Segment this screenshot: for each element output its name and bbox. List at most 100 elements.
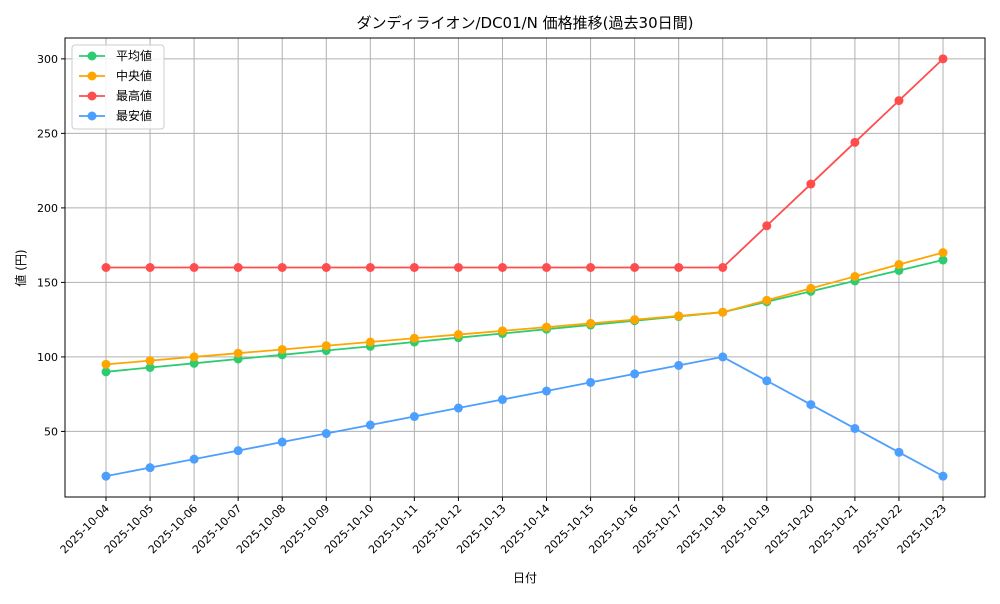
data-point	[145, 362, 155, 372]
ticks: 2025-10-042025-10-052025-10-062025-10-07…	[37, 53, 949, 556]
data-point	[894, 96, 904, 106]
series-group	[101, 54, 948, 481]
data-point	[850, 423, 860, 433]
y-tick-label: 200	[37, 202, 58, 215]
data-point	[101, 471, 111, 481]
data-point	[365, 420, 375, 430]
data-point	[630, 263, 640, 272]
data-point	[189, 358, 199, 368]
data-point	[542, 322, 552, 332]
legend-marker	[87, 91, 97, 101]
legend-label: 最高値	[116, 88, 152, 103]
legend-box	[71, 44, 165, 130]
data-point	[938, 54, 948, 64]
data-point	[189, 352, 199, 362]
chart-title: ダンディライオン/DC01/N 価格推移(過去30日間)	[357, 14, 694, 32]
data-point	[233, 348, 243, 358]
data-point	[101, 367, 111, 377]
data-point	[497, 263, 507, 272]
data-point	[145, 463, 155, 473]
data-point	[189, 454, 199, 464]
data-point	[938, 248, 948, 258]
data-point	[762, 376, 772, 386]
data-point	[321, 341, 331, 351]
data-point	[806, 400, 816, 410]
legend-marker	[87, 111, 97, 121]
data-point	[762, 295, 772, 305]
y-tick-label: 250	[37, 127, 58, 140]
series-line	[106, 58, 944, 269]
data-point	[233, 446, 243, 456]
data-point	[409, 263, 419, 272]
legend-item: 最安値	[79, 108, 152, 123]
data-point	[277, 344, 287, 354]
legend-item: 最高値	[79, 88, 152, 103]
data-point	[718, 263, 728, 272]
data-point	[850, 137, 860, 147]
data-point	[277, 437, 287, 447]
series-平均値	[101, 255, 948, 377]
data-point	[542, 263, 552, 272]
data-point	[850, 271, 860, 281]
data-point	[674, 263, 684, 272]
data-point	[101, 359, 111, 369]
data-point	[586, 263, 596, 272]
data-point	[894, 260, 904, 270]
data-point	[806, 283, 816, 293]
data-point	[630, 315, 640, 325]
data-point	[542, 386, 552, 396]
data-point	[630, 369, 640, 379]
y-tick-label: 100	[37, 351, 58, 364]
y-tick-label: 150	[37, 276, 58, 289]
data-point	[321, 429, 331, 439]
legend-item: 中央値	[79, 68, 152, 83]
data-point	[365, 337, 375, 347]
series-line	[105, 251, 944, 366]
data-point	[586, 318, 596, 328]
y-axis-label: 値 (円)	[13, 249, 28, 286]
data-point	[189, 263, 199, 272]
y-tick-label: 300	[37, 53, 58, 66]
legend-label: 平均値	[116, 48, 152, 63]
data-point	[277, 263, 287, 272]
data-point	[938, 255, 948, 265]
x-axis-label: 日付	[513, 571, 537, 585]
series-line	[105, 355, 944, 478]
legend-marker	[87, 71, 97, 81]
series-最安値	[101, 352, 948, 481]
legend-item: 平均値	[79, 48, 152, 63]
data-point	[101, 263, 111, 272]
data-point	[497, 395, 507, 405]
plot-frame	[64, 37, 986, 498]
series-最高値	[101, 54, 948, 272]
data-point	[145, 356, 155, 366]
data-point	[718, 352, 728, 362]
data-point	[365, 263, 375, 272]
data-point	[894, 447, 904, 457]
data-point	[806, 179, 816, 189]
data-point	[586, 377, 596, 387]
data-point	[321, 263, 331, 272]
data-point	[453, 330, 463, 340]
data-point	[497, 326, 507, 336]
data-point	[409, 333, 419, 343]
series-中央値	[101, 248, 948, 369]
legend-label: 中央値	[116, 68, 152, 83]
data-point	[453, 403, 463, 413]
data-point	[453, 263, 463, 272]
data-point	[674, 311, 684, 321]
data-point	[145, 263, 155, 272]
series-line	[105, 259, 944, 373]
data-point	[762, 221, 772, 231]
data-point	[938, 471, 948, 481]
data-point	[233, 263, 243, 272]
y-tick-label: 50	[44, 425, 58, 438]
legend-label: 最安値	[116, 108, 152, 123]
data-point	[409, 412, 419, 422]
legend-marker	[87, 51, 97, 61]
data-point	[674, 360, 684, 370]
data-point	[718, 307, 728, 317]
